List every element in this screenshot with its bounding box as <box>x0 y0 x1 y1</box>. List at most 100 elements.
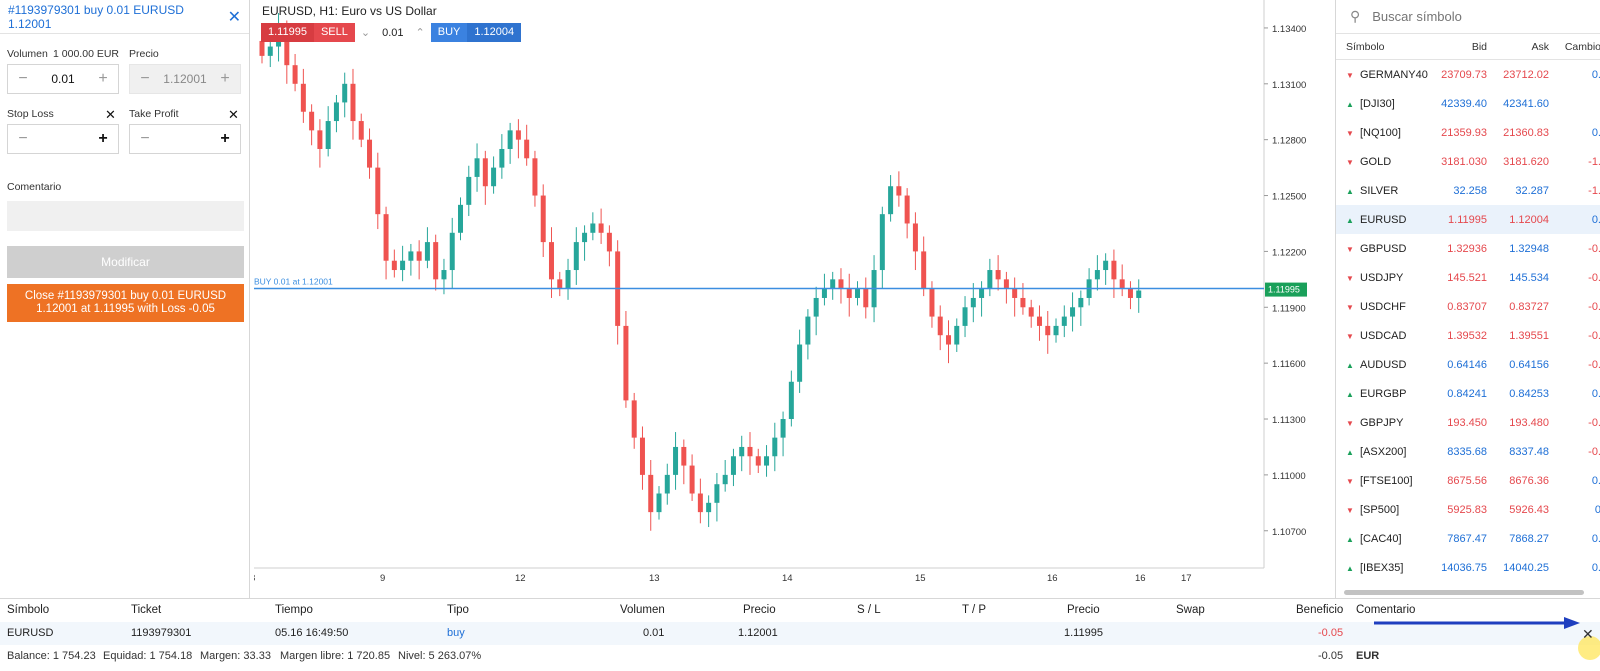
market-row[interactable]: ▲[CAC40] 7867.47 7868.27 0. <box>1336 524 1600 553</box>
market-row[interactable]: ▼ GBPUSD 1.32936 1.32948 -0. <box>1336 234 1600 263</box>
comment-input[interactable] <box>7 201 244 231</box>
position-row[interactable]: EURUSD 1193979301 05.16 16:49:50 buy 0.0… <box>0 622 1600 645</box>
market-bid[interactable]: 32.258 <box>1453 184 1487 197</box>
close-position-button[interactable]: Close #1193979301 buy 0.01 EURUSD 1.1200… <box>7 284 244 322</box>
market-symbol[interactable]: ▼ [NQ100] <box>1346 126 1401 139</box>
stop-loss-stepper[interactable]: − + <box>7 124 119 154</box>
market-bid[interactable]: 193.450 <box>1447 416 1487 429</box>
market-symbol[interactable]: ▼ [SP500] <box>1346 503 1400 516</box>
take-profit-plus-button[interactable]: + <box>220 130 230 147</box>
take-profit-stepper[interactable]: − + <box>129 124 241 154</box>
market-bid[interactable]: 3181.030 <box>1441 155 1487 168</box>
market-ask[interactable]: 193.480 <box>1509 416 1549 429</box>
lot-increase-icon[interactable]: ⌃ <box>415 27 425 39</box>
lot-decrease-icon[interactable]: ⌄ <box>360 27 371 39</box>
market-bid[interactable]: 5925.83 <box>1447 503 1487 516</box>
market-bid[interactable]: 23709.73 <box>1441 68 1487 81</box>
market-symbol[interactable]: ▼ [FTSE100] <box>1346 474 1413 487</box>
market-bid[interactable]: 7867.47 <box>1447 532 1487 545</box>
market-bid[interactable]: 1.11995 <box>1448 213 1487 226</box>
market-ask[interactable]: 14040.25 <box>1503 561 1549 574</box>
market-ask[interactable]: 3181.620 <box>1503 155 1549 168</box>
market-symbol[interactable]: ▼ GOLD <box>1346 155 1392 168</box>
market-row[interactable]: ▲[IBEX35] 14036.75 14040.25 0. <box>1336 553 1600 582</box>
market-row[interactable]: ▲EURUSD 1.11995 1.12004 0. <box>1336 205 1600 234</box>
market-ask[interactable]: 8676.36 <box>1509 474 1549 487</box>
market-symbol[interactable]: ▲ EURUSD <box>1346 213 1407 226</box>
market-symbol[interactable]: ▲ SILVER <box>1346 184 1399 197</box>
volume-value[interactable]: 0.01 <box>51 72 75 86</box>
lot-value[interactable]: 0.01 <box>382 26 404 39</box>
market-row[interactable]: ▼GERMANY40 23709.73 23712.02 0. <box>1336 60 1600 89</box>
market-bid[interactable]: 0.64146 <box>1447 358 1487 371</box>
market-ask[interactable]: 32.287 <box>1515 184 1549 197</box>
market-ask[interactable]: 7868.27 <box>1509 532 1549 545</box>
market-row[interactable]: ▲ SILVER 32.258 32.287 -1. <box>1336 176 1600 205</box>
take-profit-minus-button[interactable]: − <box>140 130 150 147</box>
market-symbol[interactable]: ▲ [CAC40] <box>1346 532 1402 545</box>
symbol-search[interactable]: ⚲ <box>1336 0 1600 34</box>
market-ask[interactable]: 42341.60 <box>1503 97 1549 110</box>
volume-stepper[interactable]: − 0.01 + <box>7 64 119 94</box>
volume-minus-button[interactable]: − <box>18 70 28 87</box>
market-symbol[interactable]: ▼ GBPJPY <box>1346 416 1404 429</box>
price-chart[interactable]: 1.13400 1.13100 1.12800 1.12500 1.12200 1.119… <box>250 0 1335 598</box>
market-ask[interactable]: 5926.43 <box>1509 503 1549 516</box>
buy-button[interactable]: BUY 1.12004 <box>430 23 522 42</box>
stop-loss-minus-button[interactable]: − <box>18 130 28 147</box>
market-ask[interactable]: 145.534 <box>1509 271 1549 284</box>
market-symbol[interactable]: ▼ GBPUSD <box>1346 242 1407 255</box>
market-row[interactable]: ▼ USDCHF 0.83707 0.83727 -0. <box>1336 292 1600 321</box>
market-symbol[interactable]: ▲ [IBEX35] <box>1346 561 1404 574</box>
market-row[interactable]: ▲ AUDUSD 0.64146 0.64156 -0. <box>1336 350 1600 379</box>
market-symbol[interactable]: ▲ [DJI30] <box>1346 97 1395 110</box>
buy-price[interactable]: 1.12004 <box>467 23 522 42</box>
market-row[interactable]: ▲ [ASX200] 8335.68 8337.48 -0. <box>1336 437 1600 466</box>
market-bid[interactable]: 8335.68 <box>1447 445 1487 458</box>
market-symbol[interactable]: ▼ USDCHF <box>1346 300 1406 313</box>
market-symbol[interactable]: ▲ AUDUSD <box>1346 358 1407 371</box>
market-ask[interactable]: 21360.83 <box>1503 126 1549 139</box>
market-ask[interactable]: 0.83727 <box>1509 300 1549 313</box>
col-ask[interactable]: Ask <box>1531 40 1549 53</box>
col-change[interactable]: Cambio <box>1564 40 1600 53</box>
market-ask[interactable]: 23712.02 <box>1503 68 1549 81</box>
market-ask[interactable]: 1.32948 <box>1509 242 1549 255</box>
market-ask[interactable]: 8337.48 <box>1509 445 1549 458</box>
market-bid[interactable]: 1.32936 <box>1447 242 1487 255</box>
market-bid[interactable]: 1.39532 <box>1447 329 1487 342</box>
volume-plus-button[interactable]: + <box>98 70 108 87</box>
market-symbol[interactable]: ▲ EURGBP <box>1346 387 1407 400</box>
market-symbol[interactable]: ▼ GERMANY40 <box>1346 68 1428 81</box>
market-bid[interactable]: 14036.75 <box>1441 561 1487 574</box>
market-symbol[interactable]: ▼ USDCAD <box>1346 329 1407 342</box>
sell-button[interactable]: 1.11995 SELL <box>261 23 355 42</box>
col-bid[interactable]: Bid <box>1471 40 1487 53</box>
market-bid[interactable]: 0.84241 <box>1447 387 1487 400</box>
market-row[interactable]: ▼ USDJPY 145.521 145.534 -0. <box>1336 263 1600 292</box>
market-ask[interactable]: 1.12004 <box>1509 213 1549 226</box>
close-panel-icon[interactable]: ✕ <box>227 8 241 26</box>
lot-stepper[interactable]: ⌄ 0.01 ⌃ <box>354 23 431 42</box>
sell-label[interactable]: SELL <box>320 26 348 38</box>
col-symbol[interactable]: Símbolo <box>1346 40 1385 53</box>
market-ask[interactable]: 0.64156 <box>1509 358 1549 371</box>
market-row[interactable]: ▲ [DJI30] 42339.40 42341.60 <box>1336 89 1600 118</box>
market-row[interactable]: ▼ GOLD 3181.030 3181.620 -1. <box>1336 147 1600 176</box>
market-row[interactable]: ▼[NQ100] 21359.93 21360.83 0. <box>1336 118 1600 147</box>
market-bid[interactable]: 21359.93 <box>1441 126 1487 139</box>
stop-loss-plus-button[interactable]: + <box>98 130 108 147</box>
market-row[interactable]: ▼ GBPJPY 193.450 193.480 -0. <box>1336 408 1600 437</box>
symbol-search-input[interactable] <box>1372 9 1573 24</box>
buy-label[interactable]: BUY <box>437 26 461 38</box>
take-profit-clear-icon[interactable]: ✕ <box>228 107 239 122</box>
market-ask[interactable]: 1.39551 <box>1509 329 1549 342</box>
market-bid[interactable]: 8675.56 <box>1447 474 1487 487</box>
close-position-icon[interactable]: ✕ <box>1582 626 1594 642</box>
market-row[interactable]: ▼[FTSE100] 8675.56 8676.36 0. <box>1336 466 1600 495</box>
market-symbol[interactable]: ▲ [ASX200] <box>1346 445 1407 458</box>
chart-svg[interactable]: 1.13400 1.13100 1.12800 1.12500 1.12200 1.119… <box>250 0 1335 598</box>
market-bid[interactable]: 42339.40 <box>1441 97 1487 110</box>
market-row[interactable]: ▼ USDCAD 1.39532 1.39551 -0. <box>1336 321 1600 350</box>
market-row[interactable]: ▲EURGBP 0.84241 0.84253 0. <box>1336 379 1600 408</box>
